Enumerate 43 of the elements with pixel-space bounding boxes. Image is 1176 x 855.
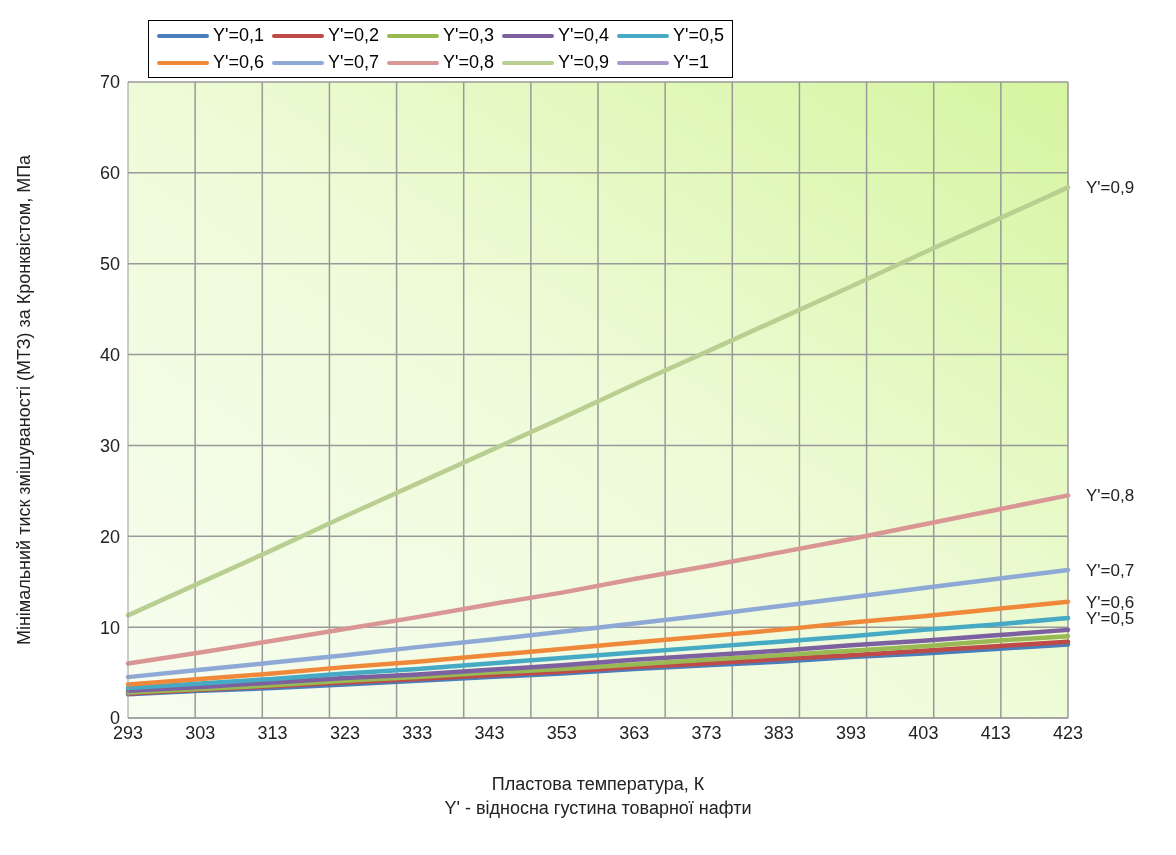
line-series [125, 615, 1071, 691]
legend-label: Y'=0,8 [442, 52, 494, 73]
line-series [125, 185, 1071, 618]
legend-label: Y'=0,5 [672, 25, 724, 46]
annotation: Y'=0,8 [1086, 486, 1135, 506]
x-tick-label: 353 [546, 722, 577, 743]
x-tick-label: 373 [691, 722, 722, 743]
annotation: Y'=0,5 [1086, 609, 1135, 629]
y-tick-label: 20 [99, 526, 120, 547]
legend-label: Y'=0,1 [213, 25, 264, 46]
legend-label: Y'=0,4 [557, 25, 609, 46]
x-tick-label: 423 [1052, 722, 1084, 743]
annotation: Y'=0,7 [1086, 560, 1135, 580]
x-tick-label: 313 [257, 722, 288, 743]
x-tick-label: 323 [329, 722, 360, 743]
y-tick-label: 60 [99, 163, 120, 184]
annotation: Y'=0,6 [1086, 592, 1135, 612]
x-tick-label: 413 [980, 722, 1011, 743]
y-tick-label: 10 [99, 617, 120, 638]
legend-label: Y'=0,7 [327, 52, 379, 73]
x-tick-label: 333 [402, 722, 433, 743]
y-tick-label: 50 [99, 254, 120, 275]
y-tick-label: 70 [99, 72, 120, 93]
y-tick-label: 30 [99, 435, 120, 456]
x-tick-label: 363 [619, 722, 650, 743]
legend-label: Y'=0,6 [213, 52, 264, 73]
legend-label: Y'=1 [672, 52, 709, 73]
y-tick-label: 40 [99, 344, 120, 365]
line-series [125, 599, 1071, 687]
line-series [125, 567, 1071, 680]
x-tick-label: 343 [474, 722, 505, 743]
x-tick-label: 403 [908, 722, 939, 743]
annotation: Y'=0,9 [1086, 178, 1135, 198]
x-tick-label: 393 [836, 722, 867, 743]
line-series [125, 493, 1071, 666]
legend-label: Y'=0,3 [442, 25, 494, 46]
legend-label: Y'=0,9 [557, 52, 609, 73]
x-tick-label: 303 [185, 722, 216, 743]
y-axis-title: Мінімальний тиск змішуваності (МТЗ) за Кронквістом, МПа [14, 153, 34, 646]
x-tick-label: 383 [763, 722, 794, 743]
x-axis-title: Пластова температура, К [490, 773, 706, 796]
text: Y' - відносна густина товарної нафти [443, 797, 753, 820]
legend-label: Y'=0,2 [327, 25, 379, 46]
